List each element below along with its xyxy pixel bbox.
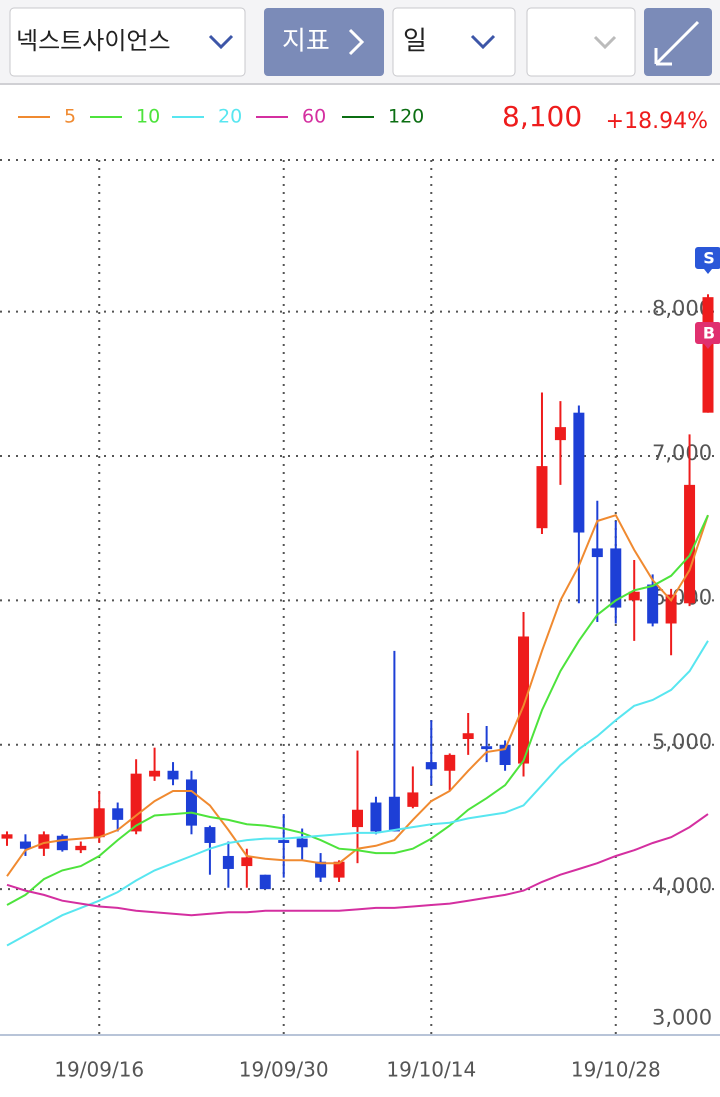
- candle-body: [333, 861, 345, 878]
- chevron: [470, 34, 496, 50]
- x-tick-label: 19/10/28: [571, 1058, 661, 1082]
- candle-body: [684, 484, 696, 604]
- candle-body: [702, 297, 714, 413]
- price: 8,100: [502, 100, 582, 133]
- candle-body: [665, 594, 677, 624]
- candle-body: [499, 744, 511, 765]
- chevron: [348, 28, 365, 56]
- period-label: 일: [403, 27, 427, 57]
- x-tick-label: 19/09/30: [239, 1058, 329, 1082]
- y-tick-label: 7,000: [652, 441, 712, 465]
- candle-body: [185, 779, 197, 826]
- chevron: [593, 35, 617, 50]
- legend-label: 20: [218, 106, 242, 128]
- candle-body: [222, 855, 234, 869]
- candle-body: [407, 792, 419, 807]
- period-select[interactable]: [392, 7, 516, 77]
- candle-body: [518, 636, 530, 764]
- candle-body: [259, 874, 271, 890]
- x-tick-label: 19/09/16: [54, 1058, 144, 1082]
- candle-body: [1, 834, 13, 839]
- y-tick-label: 3,000: [652, 1006, 712, 1030]
- candle-body: [38, 834, 50, 849]
- x-tick-label: 19/10/14: [386, 1058, 476, 1082]
- y-tick-label: 5,000: [652, 730, 712, 754]
- candle-body: [388, 796, 400, 832]
- legend-label: 10: [136, 106, 160, 128]
- stock-select[interactable]: [9, 7, 246, 77]
- expand-icon: [654, 20, 700, 66]
- candle-body: [462, 733, 474, 740]
- candle-body: [647, 584, 659, 624]
- marker-label: B: [703, 324, 715, 343]
- candle-body: [296, 838, 308, 848]
- candle-body: [241, 857, 253, 867]
- legend-label: 120: [388, 106, 424, 128]
- candle-body: [167, 770, 179, 780]
- candle-body: [204, 827, 216, 843]
- candle-body: [19, 841, 31, 849]
- candle-body: [149, 770, 161, 777]
- candle-body: [425, 762, 437, 770]
- candle-body: [278, 840, 290, 843]
- candle-body: [370, 802, 382, 832]
- legend-label: 60: [302, 106, 326, 128]
- ma-line: [6, 513, 709, 877]
- change: +18.94%: [606, 109, 708, 134]
- candle-body: [352, 809, 363, 828]
- candle-body: [481, 746, 493, 750]
- indicator-button[interactable]: [264, 8, 384, 76]
- ma-line: [6, 514, 709, 906]
- ma-line: [6, 813, 709, 917]
- candle-body: [56, 835, 68, 851]
- candle-body: [444, 754, 456, 771]
- chevron: [208, 34, 234, 50]
- candle-body: [93, 808, 105, 838]
- marker-badge: [695, 322, 720, 349]
- marker-badge: [695, 247, 720, 274]
- y-tick-label: 8,000: [652, 297, 712, 321]
- empty-select[interactable]: [526, 7, 636, 77]
- candle-body: [112, 808, 124, 820]
- y-tick-label: 4,000: [652, 874, 712, 898]
- candle-body: [628, 591, 640, 601]
- candle-body: [536, 466, 548, 529]
- ma-line: [6, 640, 709, 947]
- indicator-label: 지표: [282, 27, 330, 57]
- marker-label: S: [703, 249, 715, 268]
- legend-label: 5: [64, 106, 76, 128]
- candle-body: [573, 412, 585, 533]
- candle-body: [554, 427, 566, 441]
- candle-body: [610, 548, 622, 608]
- candle-body: [75, 845, 87, 851]
- candle-body: [315, 861, 327, 878]
- candle-body: [130, 773, 142, 832]
- stock-name: 넥스트사이언스: [16, 27, 171, 55]
- candle-body: [591, 548, 603, 558]
